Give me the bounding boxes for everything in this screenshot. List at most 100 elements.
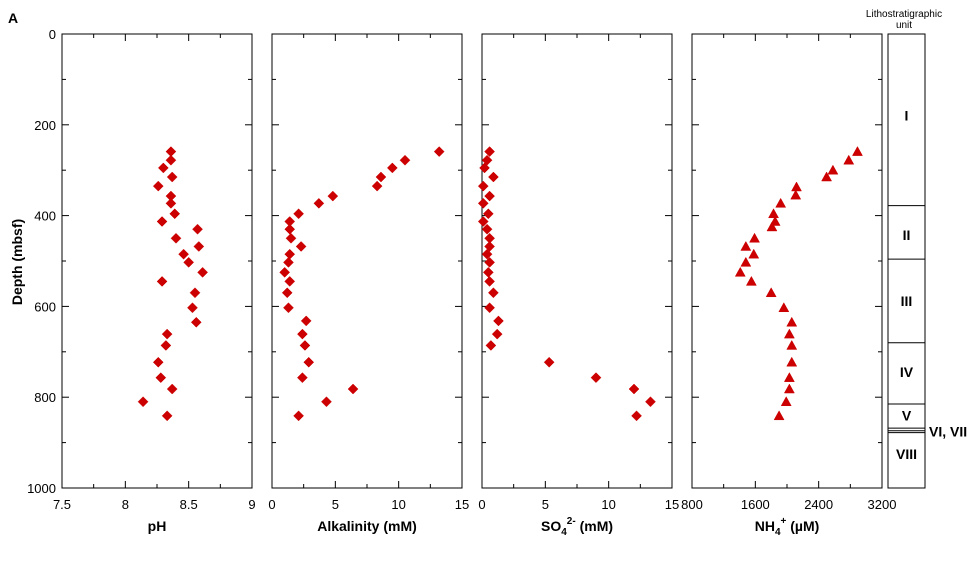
data-point <box>783 328 795 339</box>
x-tick-label: 10 <box>391 497 405 512</box>
data-point <box>775 197 787 208</box>
data-point <box>778 302 790 313</box>
data-point <box>281 287 293 299</box>
y-tick-label: 600 <box>34 299 56 314</box>
data-point <box>313 197 325 209</box>
data-point <box>321 396 332 408</box>
data-point <box>493 315 504 327</box>
data-point <box>477 180 489 192</box>
data-point <box>482 266 494 278</box>
data-point <box>156 276 168 287</box>
data-point <box>166 171 178 183</box>
data-point <box>284 223 296 235</box>
data-point <box>375 171 387 183</box>
data-point <box>482 208 494 220</box>
data-point <box>484 276 495 287</box>
data-point <box>190 316 202 328</box>
label-unit: (µM) <box>786 518 819 534</box>
data-point <box>283 302 294 314</box>
data-point <box>178 248 189 260</box>
data-point <box>780 396 792 406</box>
data-point <box>157 162 169 174</box>
litho-title-line-1: Lithostratigraphic <box>866 9 942 20</box>
y-tick-label: 1000 <box>27 481 56 496</box>
data-point <box>284 248 296 260</box>
data-point <box>161 328 173 340</box>
unit-label: VI, VII <box>929 423 967 439</box>
data-point <box>484 257 495 268</box>
data-point <box>295 241 307 252</box>
data-point <box>137 396 149 408</box>
data-point <box>740 240 752 251</box>
data-point <box>786 316 798 327</box>
data-point <box>189 287 201 299</box>
data-point <box>193 241 205 252</box>
unit-label: IV <box>900 364 914 380</box>
data-point <box>192 223 203 235</box>
data-point <box>485 340 497 351</box>
data-point <box>183 257 195 268</box>
data-point <box>327 190 339 202</box>
data-point <box>827 164 839 175</box>
data-point <box>165 197 177 209</box>
data-point <box>166 383 178 395</box>
data-point <box>748 248 760 259</box>
x-tick-label: 1600 <box>741 497 770 512</box>
data-point <box>740 256 752 267</box>
data-point <box>299 340 311 351</box>
data-point <box>161 410 173 422</box>
data-point <box>481 248 493 260</box>
data-point <box>477 216 489 227</box>
data-point <box>477 197 489 209</box>
data-point <box>160 340 172 351</box>
data-point <box>543 356 555 368</box>
data-point <box>297 372 308 384</box>
unit-label: I <box>905 108 909 124</box>
data-point <box>293 208 304 220</box>
data-point <box>279 266 291 278</box>
data-point <box>488 171 499 183</box>
x-tick-label: 5 <box>542 497 549 512</box>
x-axis-label: NH4+ (µM) <box>755 516 820 538</box>
x-tick-label: 9 <box>248 497 255 512</box>
data-point <box>791 181 802 192</box>
data-point <box>165 154 177 166</box>
data-point <box>765 287 777 298</box>
x-tick-label: 800 <box>681 497 703 512</box>
label-subscript: 4 <box>561 527 567 538</box>
unit-label: VIII <box>896 446 917 462</box>
data-point <box>783 372 795 382</box>
panel-3: 0 5 10 15 SO42- (mM) <box>477 33 679 538</box>
x-tick-label: 0 <box>478 497 485 512</box>
data-point <box>479 162 490 174</box>
data-point <box>786 339 798 350</box>
y-tick-label: 0 <box>49 27 56 42</box>
y-tick-label: 800 <box>34 390 56 405</box>
data-point <box>766 221 778 232</box>
x-tick-label: 7.5 <box>53 497 71 512</box>
data-point <box>734 266 746 277</box>
data-point <box>293 410 304 422</box>
plot-frame <box>271 33 463 489</box>
label-superscript: + <box>781 516 787 527</box>
data-point <box>488 287 499 299</box>
data-point <box>303 356 315 368</box>
y-axis-label: Depth (mbsf) <box>9 219 25 305</box>
data-point <box>745 275 757 286</box>
data-point <box>284 276 296 287</box>
plot-frame <box>481 33 673 489</box>
data-point <box>852 146 863 156</box>
data-point <box>283 257 294 268</box>
label-unit: (mM) <box>576 518 613 534</box>
x-tick-label: 2400 <box>804 497 833 512</box>
unit-label: V <box>902 407 912 423</box>
data-point <box>645 396 656 408</box>
label-superscript: 2- <box>567 516 576 527</box>
data-point <box>197 266 208 278</box>
plot-frame <box>61 33 253 489</box>
unit-label: II <box>903 227 911 243</box>
